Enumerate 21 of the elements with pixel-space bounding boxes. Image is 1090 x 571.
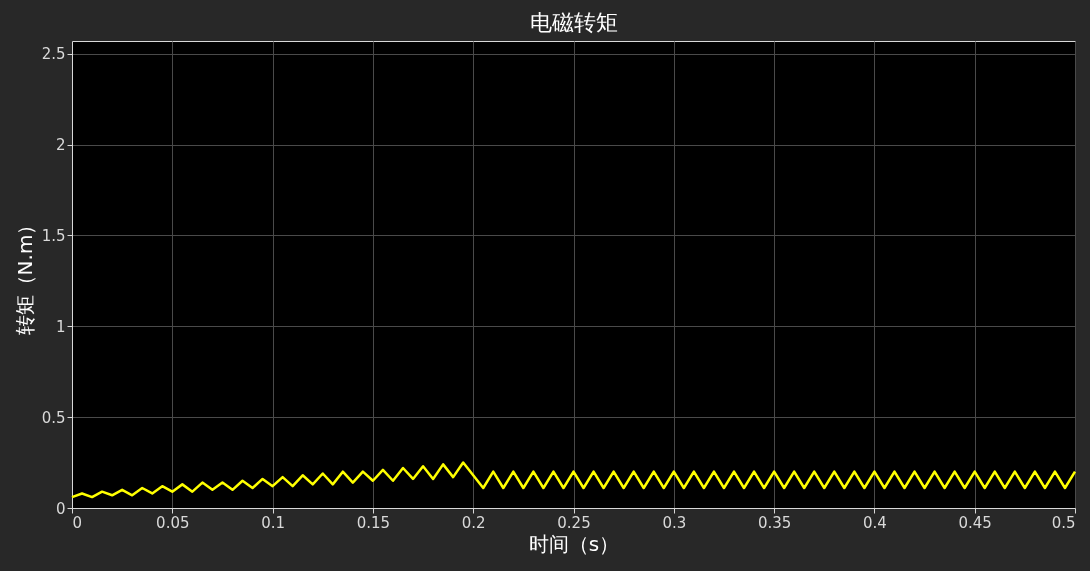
x-tick-label: 0.3 bbox=[662, 513, 687, 532]
x-tick-label: 0.25 bbox=[557, 513, 591, 532]
y-tick-label: 0 bbox=[55, 499, 66, 518]
chart-title: 电磁转矩 bbox=[529, 10, 618, 35]
x-tick-label: 0.05 bbox=[156, 513, 190, 532]
line-series bbox=[70, 461, 1077, 499]
x-tick-label: 0.35 bbox=[757, 513, 792, 532]
x-tick-label: 0.45 bbox=[958, 513, 992, 532]
x-tick-label: 0 bbox=[72, 513, 83, 532]
y-tick-label: 2.5 bbox=[41, 45, 66, 64]
x-tick-label: 0.2 bbox=[461, 513, 486, 532]
x-tick-label: 0.1 bbox=[261, 513, 286, 532]
y-tick-label: 0.5 bbox=[41, 408, 66, 427]
y-axis-title: 转矩（N.m） bbox=[12, 214, 37, 336]
x-tick-label: 0.15 bbox=[356, 513, 391, 532]
x-axis-title: 时间（s） bbox=[528, 531, 620, 556]
x-tick-label: 0.4 bbox=[862, 513, 887, 532]
y-tick-label: 1.5 bbox=[41, 226, 66, 245]
y-tick-label: 1 bbox=[55, 317, 66, 336]
y-tick-label: 2 bbox=[55, 136, 66, 155]
x-tick-label: 0.5 bbox=[1051, 513, 1076, 532]
